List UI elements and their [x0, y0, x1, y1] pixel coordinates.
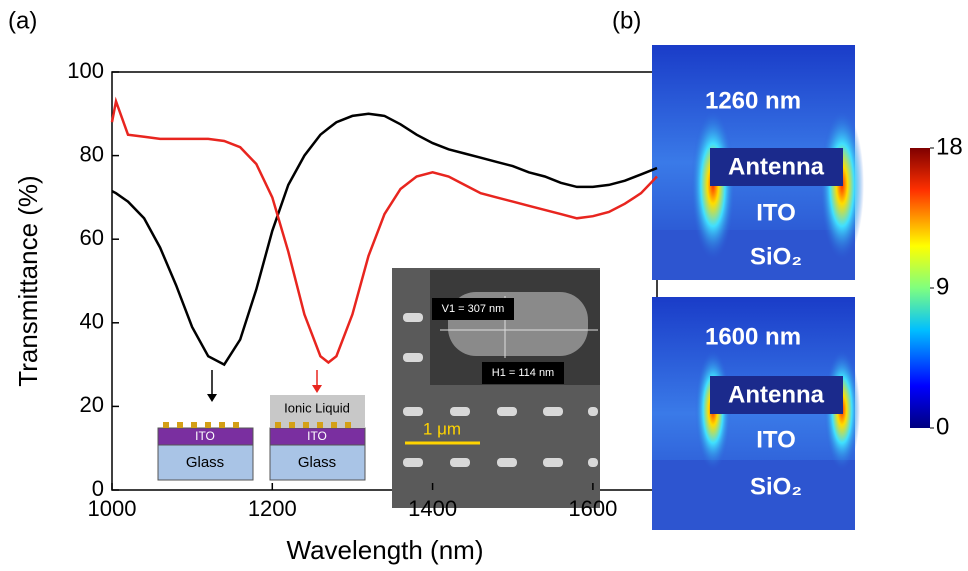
antenna-label: Antenna — [728, 153, 825, 180]
layer-label: ITO — [195, 429, 215, 443]
substrate-label: SiO₂ — [750, 243, 802, 270]
scale-label: 1 μm — [423, 419, 461, 438]
schematic-right: Ionic Liquid ITO Glass — [269, 370, 366, 481]
sem-label: H1 = 114 nm — [492, 367, 554, 379]
substrate-label: Glass — [186, 454, 224, 471]
colorbar-tick-label: 0 — [936, 413, 949, 440]
colorbar — [910, 148, 930, 428]
x-tick-label: 1400 — [408, 496, 457, 521]
y-axis-label: Transmittance (%) — [13, 175, 43, 386]
axes-frame — [111, 71, 658, 491]
y-tick-label: 20 — [80, 392, 104, 417]
layer-label: ITO — [307, 429, 327, 443]
antenna — [710, 148, 843, 186]
layer-label: ITO — [756, 426, 796, 453]
line-series — [110, 96, 658, 365]
map-title: 1600 nm — [705, 323, 801, 350]
field-map: 1260 nm Antenna ITO SiO₂ — [652, 45, 864, 280]
y-tick-label: 0 — [92, 476, 104, 501]
field-map: 1600 nm Antenna ITO SiO₂ — [652, 297, 860, 530]
map-title: 1260 nm — [705, 87, 801, 114]
sem-inset: V1 = 307 nm H1 = 114 nm 1 μm — [392, 268, 600, 508]
colorbar-tick-label: 9 — [936, 273, 949, 300]
line-series — [111, 112, 658, 367]
y-tick-label: 80 — [80, 141, 104, 166]
panel-label: (a) — [8, 7, 37, 34]
substrate-label: Glass — [298, 454, 336, 471]
arrow-head — [207, 394, 217, 402]
panel-label: (b) — [612, 7, 641, 34]
x-tick-label: 1600 — [568, 496, 617, 521]
antenna-label: Antenna — [728, 381, 825, 408]
sem-particles — [403, 313, 598, 467]
label-box — [482, 362, 564, 384]
y-tick-label: 60 — [80, 225, 104, 250]
y-tick-label: 100 — [67, 58, 104, 83]
antennas — [275, 422, 351, 428]
antennas — [163, 422, 239, 428]
layer-label: ITO — [756, 199, 796, 226]
colorbar-tick-label: 18 — [936, 133, 963, 160]
x-tick-label: 1000 — [88, 496, 137, 521]
substrate-label: SiO₂ — [750, 473, 802, 500]
label-box — [432, 298, 514, 320]
sem-label: V1 = 307 nm — [442, 303, 505, 315]
substrate-region — [652, 460, 855, 530]
substrate-region — [652, 230, 855, 280]
liquid-label: Ionic Liquid — [284, 400, 350, 415]
x-tick-label: 1200 — [248, 496, 297, 521]
plot-area — [111, 71, 658, 491]
arrow-head — [312, 385, 322, 393]
antenna — [710, 376, 843, 414]
x-axis-label: Wavelength (nm) — [287, 535, 484, 565]
y-tick-label: 40 — [80, 309, 104, 334]
schematic-left: ITO Glass — [157, 370, 254, 481]
